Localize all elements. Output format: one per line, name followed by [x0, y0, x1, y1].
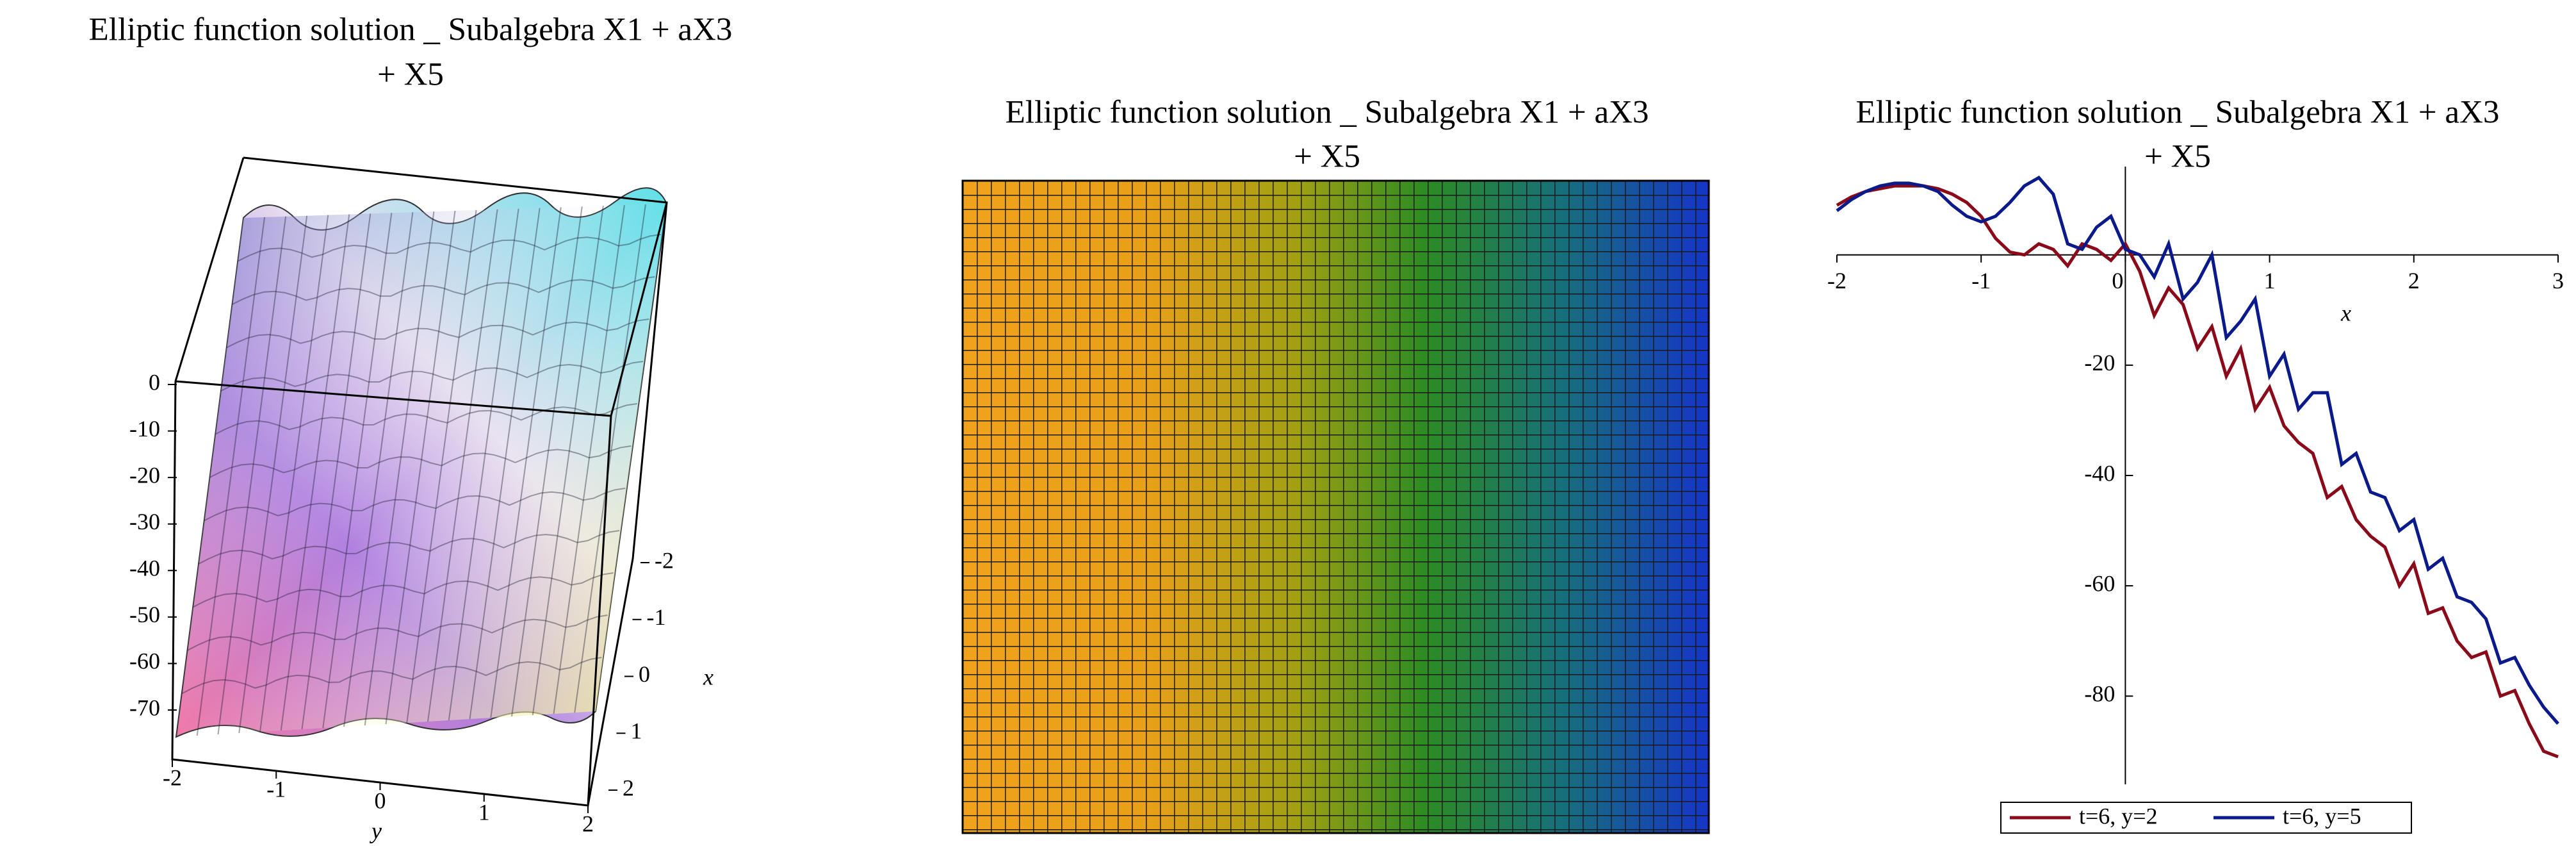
- mesh-line: [322, 213, 393, 729]
- mesh-line: [226, 318, 649, 349]
- mesh-line: [198, 530, 620, 565]
- mesh-line: [301, 213, 371, 730]
- y-tick-label: 2: [582, 811, 594, 836]
- mesh-line: [232, 276, 655, 305]
- mesh-line: [364, 211, 435, 726]
- chart-title: Elliptic function solution _ Subalgebra …: [1856, 95, 2500, 131]
- chart-title: + X5: [377, 57, 444, 93]
- y-axis-label: y: [370, 818, 382, 843]
- mesh-line: [192, 572, 614, 608]
- z-tick-label: 0: [149, 369, 160, 395]
- y-tick-label: -1: [266, 776, 286, 802]
- mesh-line: [427, 209, 498, 722]
- mesh-line: [469, 208, 541, 720]
- surface-shade: [176, 204, 667, 737]
- chart-title: + X5: [1294, 139, 1360, 175]
- mesh-line: [187, 615, 608, 651]
- mesh-line: [217, 216, 287, 735]
- z-tick-label: -10: [129, 416, 160, 442]
- x-tick-label: -2: [655, 547, 674, 573]
- mesh-line: [280, 214, 350, 731]
- mesh-line: [196, 217, 266, 736]
- x-tick-label: -1: [1971, 268, 1991, 293]
- mesh-line: [181, 657, 602, 695]
- mesh-line: [237, 234, 661, 262]
- mesh-line: [448, 208, 519, 721]
- mesh-line: [259, 215, 329, 732]
- line-series: [1836, 176, 2559, 725]
- mesh-line: [490, 207, 562, 718]
- z-tick-label: -40: [129, 556, 160, 581]
- mesh-line: [238, 215, 308, 734]
- mesh-line: [574, 204, 646, 713]
- legend-label: t=6, y=2: [2079, 803, 2158, 829]
- z-tick-label: -50: [129, 602, 160, 627]
- y-tick-label: -40: [2084, 460, 2115, 486]
- y-tick-label: 1: [478, 799, 490, 825]
- y-tick-label: -80: [2084, 681, 2115, 707]
- y-tick-label: 0: [375, 788, 386, 813]
- x-tick-label: 3: [2552, 268, 2564, 293]
- y-tick-label: -60: [2084, 570, 2115, 596]
- y-tick-label: -20: [2084, 350, 2115, 376]
- y-tick-label: -2: [163, 764, 182, 790]
- z-tick-label: -70: [129, 695, 160, 720]
- x-tick-label: 0: [2112, 268, 2123, 293]
- legend-label: t=6, y=5: [2283, 803, 2361, 829]
- x-tick-label: 2: [2408, 268, 2420, 293]
- chart-title: + X5: [2144, 139, 2211, 175]
- x-tick-label: 1: [631, 718, 642, 744]
- mesh-line: [215, 403, 637, 435]
- surface-mesh: [181, 204, 661, 736]
- chart-title: Elliptic function solution _ Subalgebra …: [1006, 95, 1649, 131]
- density-plot: [961, 179, 1710, 834]
- mesh-line: [343, 212, 414, 727]
- mesh-line: [204, 488, 626, 522]
- z-tick-label: -60: [129, 649, 160, 674]
- x-axis-label: x: [2340, 300, 2351, 326]
- chart-title: Elliptic function solution _ Subalgebra …: [89, 12, 733, 48]
- mesh-line: [532, 206, 604, 716]
- x-tick-label: -1: [647, 604, 666, 630]
- legend-box: [2000, 802, 2412, 834]
- mesh-line: [406, 210, 477, 723]
- line-series: [1836, 184, 2559, 759]
- surface-plot: [171, 156, 668, 807]
- mesh-line: [553, 205, 625, 715]
- x-axis-label: x: [703, 664, 713, 690]
- mesh-line: [209, 445, 632, 478]
- mesh-line: [385, 210, 456, 725]
- x-tick-label: 1: [2264, 268, 2276, 293]
- x-tick-label: 0: [639, 661, 650, 687]
- z-tick-label: -20: [129, 462, 160, 488]
- z-tick-label: -30: [129, 509, 160, 534]
- x-tick-label: -2: [1827, 268, 1846, 293]
- density-grid: [961, 179, 1710, 834]
- mesh-line: [511, 206, 583, 717]
- mesh-line: [220, 361, 644, 392]
- x-tick-label: 2: [623, 775, 634, 800]
